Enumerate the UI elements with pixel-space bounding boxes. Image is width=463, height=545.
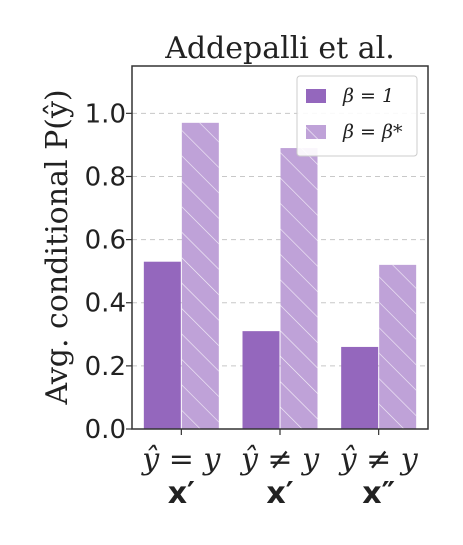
y-tick-label: 0.2 <box>85 352 126 382</box>
legend-swatch-1 <box>306 89 326 103</box>
legend-label-2: β = β* <box>342 121 403 143</box>
bars <box>143 122 417 430</box>
bar-hatch-overlay <box>181 122 219 430</box>
bar-hatch-overlay <box>379 264 417 429</box>
y-axis-label-text: Avg. conditional P(ŷ) <box>40 89 75 405</box>
y-tick-label: 0.6 <box>85 226 126 256</box>
legend-label-1: β = 1 <box>342 85 394 107</box>
x-tick-label-condition: ŷ ≠ y <box>338 442 419 477</box>
x-tick-label-condition: ŷ = y <box>140 442 221 477</box>
x-tick-label-input: x′ <box>168 476 195 511</box>
bar-hatch-overlay <box>280 148 318 429</box>
x-tick-label-input: x′ <box>266 476 293 511</box>
bar-beta-1-1 <box>143 261 181 429</box>
y-tick-label: 0.8 <box>85 162 126 192</box>
chart-title: Addepalli et al. <box>164 31 395 66</box>
grid-lines <box>132 112 428 367</box>
y-tick-label: 0.4 <box>85 289 126 319</box>
y-ticks: 0.0 0.2 0.4 0.6 0.8 1.0 <box>85 99 132 445</box>
y-axis-label: Avg. conditional P(ŷ) <box>40 89 75 405</box>
legend-box <box>296 75 418 157</box>
y-tick-label: 0.0 <box>85 415 126 445</box>
legend-swatch-hatch <box>306 125 326 139</box>
x-tick-label-condition: ŷ ≠ y <box>239 442 320 477</box>
bar-beta-1-2 <box>242 331 280 429</box>
x-ticks: ŷ = yx′ŷ ≠ yx′ŷ ≠ yx″ <box>140 429 419 511</box>
legend: β = 1 β = β* <box>296 75 418 157</box>
bar-beta-1-3 <box>341 346 379 429</box>
y-tick-label: 1.0 <box>85 99 126 129</box>
x-tick-label-input: x″ <box>362 476 395 511</box>
